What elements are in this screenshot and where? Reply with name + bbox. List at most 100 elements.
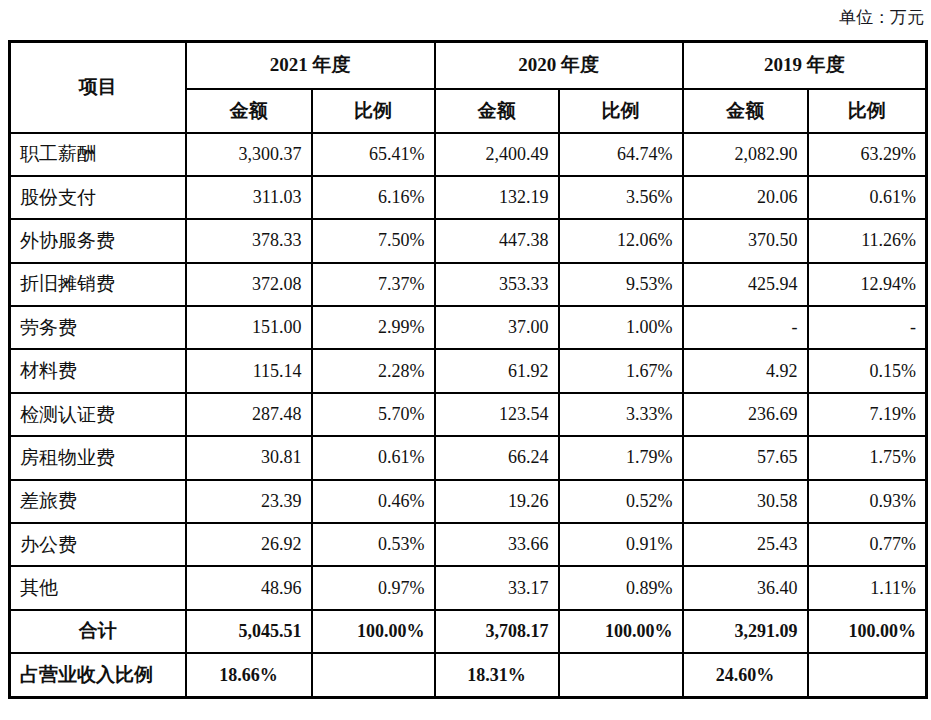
- percent-cell: 63.29%: [808, 133, 927, 176]
- percent-cell: 7.50%: [312, 219, 435, 262]
- table-row: 股份支付311.036.16%132.193.56%20.060.61%: [10, 176, 927, 219]
- percent-cell: 100.00%: [808, 610, 927, 653]
- amount-cell: 57.65: [683, 436, 808, 479]
- percent-cell: 0.53%: [312, 523, 435, 566]
- amount-cell: 378.33: [186, 219, 312, 262]
- col-header-amount-2019: 金额: [683, 89, 808, 133]
- percent-cell: 1.79%: [559, 436, 683, 479]
- percent-cell: [808, 653, 927, 697]
- amount-cell: 18.31%: [435, 653, 559, 697]
- amount-cell: 24.60%: [683, 653, 808, 697]
- amount-cell: 3,300.37: [186, 133, 312, 176]
- col-header-year-2020: 2020 年度: [435, 42, 683, 89]
- percent-cell: 2.28%: [312, 349, 435, 392]
- table-row: 差旅费23.390.46%19.260.52%30.580.93%: [10, 480, 927, 523]
- amount-cell: 370.50: [683, 219, 808, 262]
- table-row: 外协服务费378.337.50%447.3812.06%370.5011.26%: [10, 219, 927, 262]
- col-header-year-2021: 2021 年度: [186, 42, 435, 89]
- percent-cell: 5.70%: [312, 393, 435, 436]
- percent-cell: 6.16%: [312, 176, 435, 219]
- table-row: 合计5,045.51100.00%3,708.17100.00%3,291.09…: [10, 610, 927, 653]
- amount-cell: 447.38: [435, 219, 559, 262]
- amount-cell: 61.92: [435, 349, 559, 392]
- table-row: 材料费115.142.28%61.921.67%4.920.15%: [10, 349, 927, 392]
- amount-cell: 26.92: [186, 523, 312, 566]
- table-row: 劳务费151.002.99%37.001.00%--: [10, 306, 927, 349]
- percent-cell: 0.52%: [559, 480, 683, 523]
- amount-cell: 3,291.09: [683, 610, 808, 653]
- col-header-year-2019: 2019 年度: [683, 42, 927, 89]
- amount-cell: 48.96: [186, 566, 312, 609]
- row-label: 职工薪酬: [10, 133, 186, 176]
- table-row: 职工薪酬3,300.3765.41%2,400.4964.74%2,082.90…: [10, 133, 927, 176]
- percent-cell: 0.61%: [808, 176, 927, 219]
- percent-cell: 0.93%: [808, 480, 927, 523]
- col-header-amount-2020: 金额: [435, 89, 559, 133]
- unit-label: 单位：万元: [839, 6, 924, 29]
- percent-cell: 0.46%: [312, 480, 435, 523]
- row-label: 其他: [10, 566, 186, 609]
- col-header-ratio-2021: 比例: [312, 89, 435, 133]
- amount-cell: 123.54: [435, 393, 559, 436]
- percent-cell: 7.37%: [312, 263, 435, 306]
- row-label: 检测认证费: [10, 393, 186, 436]
- percent-cell: 0.97%: [312, 566, 435, 609]
- percent-cell: 1.11%: [808, 566, 927, 609]
- amount-cell: 425.94: [683, 263, 808, 306]
- percent-cell: 11.26%: [808, 219, 927, 262]
- percent-cell: 7.19%: [808, 393, 927, 436]
- col-header-ratio-2019: 比例: [808, 89, 927, 133]
- percent-cell: 0.89%: [559, 566, 683, 609]
- percent-cell: 65.41%: [312, 133, 435, 176]
- percent-cell: 0.15%: [808, 349, 927, 392]
- table-header: 项目 2021 年度 2020 年度 2019 年度 金额 比例 金额 比例 金…: [10, 42, 927, 133]
- col-header-amount-2021: 金额: [186, 89, 312, 133]
- percent-cell: 0.91%: [559, 523, 683, 566]
- amount-cell: 30.58: [683, 480, 808, 523]
- amount-cell: 20.06: [683, 176, 808, 219]
- row-label: 材料费: [10, 349, 186, 392]
- amount-cell: 372.08: [186, 263, 312, 306]
- amount-cell: 33.66: [435, 523, 559, 566]
- percent-cell: -: [808, 306, 927, 349]
- col-header-ratio-2020: 比例: [559, 89, 683, 133]
- amount-cell: 311.03: [186, 176, 312, 219]
- percent-cell: 1.00%: [559, 306, 683, 349]
- amount-cell: 5,045.51: [186, 610, 312, 653]
- percent-cell: 0.77%: [808, 523, 927, 566]
- amount-cell: 23.39: [186, 480, 312, 523]
- amount-cell: 37.00: [435, 306, 559, 349]
- amount-cell: 66.24: [435, 436, 559, 479]
- percent-cell: 3.56%: [559, 176, 683, 219]
- row-label: 合计: [10, 610, 186, 653]
- percent-cell: 2.99%: [312, 306, 435, 349]
- amount-cell: 18.66%: [186, 653, 312, 697]
- percent-cell: 64.74%: [559, 133, 683, 176]
- percent-cell: 3.33%: [559, 393, 683, 436]
- percent-cell: 9.53%: [559, 263, 683, 306]
- amount-cell: 30.81: [186, 436, 312, 479]
- table-row: 办公费26.920.53%33.660.91%25.430.77%: [10, 523, 927, 566]
- percent-cell: 0.61%: [312, 436, 435, 479]
- row-label: 差旅费: [10, 480, 186, 523]
- amount-cell: 132.19: [435, 176, 559, 219]
- table-header-year-row: 项目 2021 年度 2020 年度 2019 年度: [10, 42, 927, 89]
- percent-cell: [312, 653, 435, 697]
- amount-cell: 2,082.90: [683, 133, 808, 176]
- table-row: 检测认证费287.485.70%123.543.33%236.697.19%: [10, 393, 927, 436]
- amount-cell: 4.92: [683, 349, 808, 392]
- row-label: 劳务费: [10, 306, 186, 349]
- row-label: 房租物业费: [10, 436, 186, 479]
- amount-cell: 287.48: [186, 393, 312, 436]
- row-label: 折旧摊销费: [10, 263, 186, 306]
- amount-cell: 151.00: [186, 306, 312, 349]
- amount-cell: 25.43: [683, 523, 808, 566]
- table-row: 占营业收入比例18.66% 18.31% 24.60%: [10, 653, 927, 697]
- row-label: 办公费: [10, 523, 186, 566]
- table-body: 职工薪酬3,300.3765.41%2,400.4964.74%2,082.90…: [10, 133, 927, 698]
- amount-cell: 19.26: [435, 480, 559, 523]
- percent-cell: 12.94%: [808, 263, 927, 306]
- row-label: 占营业收入比例: [10, 653, 186, 697]
- percent-cell: 1.75%: [808, 436, 927, 479]
- cost-breakdown-table: 项目 2021 年度 2020 年度 2019 年度 金额 比例 金额 比例 金…: [8, 40, 928, 699]
